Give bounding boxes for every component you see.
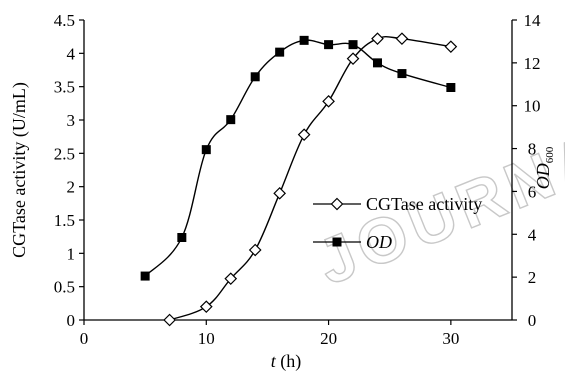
y-axis-right-title: OD600: [533, 146, 556, 189]
y-right-tick-label: 2: [528, 268, 537, 287]
legend-label: OD: [366, 232, 392, 252]
series-line: [169, 36, 451, 321]
data-point-diamond: [322, 94, 335, 108]
data-point-square: [348, 40, 358, 50]
data-point-square: [177, 233, 187, 242]
x-tick-label: 0: [80, 329, 89, 348]
data-point-diamond: [297, 128, 311, 142]
data-point-square: [299, 35, 309, 45]
x-axis-title-variable: t: [271, 351, 277, 371]
x-axis-title-unit: (h): [276, 351, 302, 372]
y-left-tick-label: 4.5: [54, 11, 75, 30]
data-point-diamond: [346, 52, 360, 66]
x-tick-label: 20: [320, 329, 337, 348]
data-point-diamond: [273, 186, 287, 200]
legend-marker-square: [332, 237, 342, 247]
x-axis-title: t (h): [271, 351, 302, 372]
data-point-square: [446, 83, 456, 92]
y-left-tick-label: 3.5: [54, 78, 75, 97]
data-point-diamond: [224, 272, 238, 286]
y-left-tick-label: 2: [67, 178, 76, 197]
legend-marker-diamond: [330, 197, 344, 211]
x-tick-label: 10: [198, 329, 215, 348]
y-left-tick-label: 3: [67, 111, 76, 130]
legend-label: CGTase activity: [366, 194, 482, 214]
y-right-tick-label: 0: [528, 311, 537, 330]
legend-entry: CGTase activity: [313, 194, 482, 214]
data-point-diamond: [248, 243, 262, 257]
y-right-tick-label: 12: [524, 54, 541, 73]
y-right-tick-label: 8: [528, 140, 537, 159]
y-right-tick-label: 4: [528, 225, 537, 244]
data-point-square: [372, 58, 382, 68]
data-point-diamond: [395, 32, 409, 46]
data-point-diamond: [163, 313, 176, 327]
data-point-square: [250, 72, 260, 82]
data-point-square: [226, 115, 236, 125]
data-point-square: [324, 40, 334, 50]
y-right-tick-label: 14: [524, 11, 542, 30]
y-axis-left-title: CGTase activity (U/mL): [9, 82, 30, 258]
y-left-tick-label: 1.5: [54, 211, 75, 230]
y-right-tick-label: 10: [524, 97, 541, 116]
data-point-square: [140, 271, 150, 281]
y-axis-right-title-sub: 600: [544, 146, 556, 163]
y-left-tick-label: 1: [67, 244, 76, 263]
x-tick-label: 30: [442, 329, 459, 348]
legend-entry: OD: [313, 232, 392, 252]
y-left-tick-label: 0.5: [54, 278, 75, 297]
series-od: [140, 35, 456, 281]
data-point-square: [201, 145, 211, 155]
data-point-square: [275, 47, 285, 57]
data-point-diamond: [444, 40, 458, 54]
series-cgtase-activity: [163, 32, 458, 327]
data-point-diamond: [199, 300, 213, 314]
y-left-tick-label: 4: [67, 44, 76, 63]
y-axis-right-title-main: OD: [533, 163, 553, 189]
y-right-tick-label: 6: [528, 182, 537, 201]
data-point-square: [397, 69, 407, 79]
y-left-tick-label: 2.5: [54, 144, 75, 163]
y-left-tick-label: 0: [67, 311, 76, 330]
data-point-diamond: [371, 32, 384, 46]
